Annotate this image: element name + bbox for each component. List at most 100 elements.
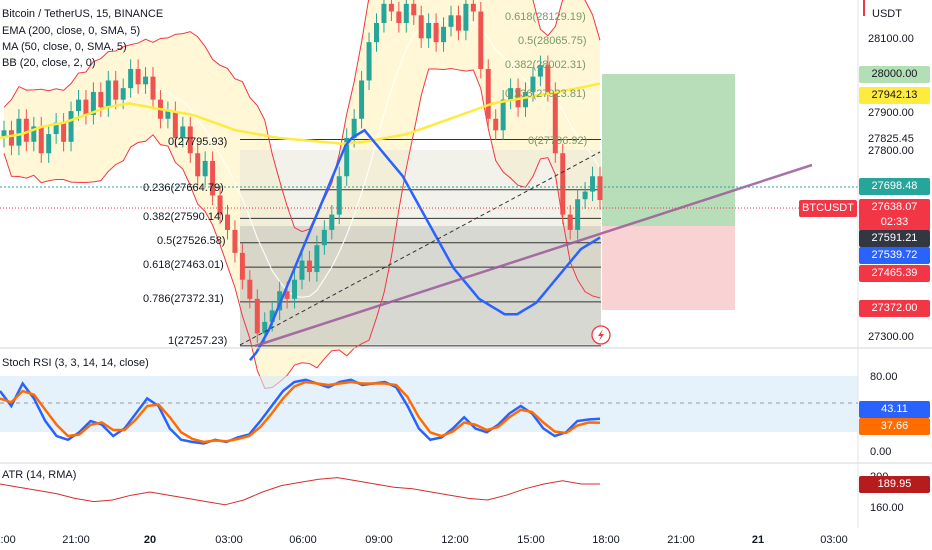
price-tick: 27900.00 (868, 107, 914, 119)
price-tag-bb-lower: 27465.39 (859, 265, 930, 282)
fib-label-right: 0.236(27923.81) (505, 88, 586, 100)
time-tick: 03:00 (820, 534, 848, 546)
fib-label: 0.382(27590.14) (143, 211, 224, 223)
atr-tick: 160.00 (870, 502, 904, 514)
candle-body (68, 111, 74, 142)
candle-body (128, 68, 134, 89)
stoch-title[interactable]: Stoch RSI (3, 3, 14, 14, close) (2, 357, 149, 369)
ma50-line (0, 82, 601, 145)
candle-body (537, 65, 543, 77)
candle-body (411, 3, 417, 16)
fib-label: 0(27795.93) (168, 136, 228, 148)
candle-body (500, 99, 506, 131)
candle-body (210, 160, 216, 196)
symbol-tag: BTCUSDT (799, 200, 857, 217)
candle-body (105, 80, 111, 108)
price-tag-stop: 27372.00 (859, 300, 930, 317)
symbol-title[interactable]: Bitcoin / TetherUS, 15, BINANCE (2, 8, 164, 20)
candle-body (239, 252, 245, 280)
candle-body (418, 15, 424, 39)
time-tick: 15:00 (517, 534, 545, 546)
fib-label-right: 0.618(28129.19) (505, 11, 586, 23)
stoch-k-tag: 43.11 (859, 401, 930, 418)
fib-level-lines (240, 138, 601, 347)
candle-body (225, 214, 230, 230)
long-position-target-zone[interactable] (602, 74, 735, 226)
atr-line (0, 477, 601, 506)
fib-label: 1(27257.23) (168, 335, 228, 347)
price-tag-current: 27638.07 (859, 199, 930, 216)
candle-body (582, 191, 588, 200)
candle-body (478, 11, 484, 69)
candle-body (344, 137, 350, 177)
fib-label: 0.786(27372.31) (143, 293, 224, 305)
atr-title[interactable]: ATR (14, RMA) (2, 469, 77, 481)
fib-label: 0.618(27463.01) (143, 259, 224, 271)
candle-body (321, 229, 327, 246)
price-tag-target: 28000.00 (859, 66, 930, 83)
candle-body (455, 15, 461, 31)
legend-ma[interactable]: MA (50, close, 0, SMA, 5) (2, 41, 127, 53)
fib-retracement-box (240, 150, 601, 344)
candle-body (441, 26, 447, 43)
candle-body (90, 91, 96, 115)
candle-body (61, 122, 67, 142)
ema200-line (249, 128, 601, 361)
stoch-d-line (0, 380, 601, 444)
candle-body (31, 126, 37, 142)
bb-upper-band (3, 0, 601, 233)
candle-body (567, 214, 573, 230)
fib-label-right: 0(27796.92) (528, 135, 588, 147)
candle-body (374, 22, 379, 43)
candle-body (180, 126, 186, 138)
candle-body (448, 15, 454, 27)
legend-bb[interactable]: BB (20, close, 2, 0) (2, 57, 96, 69)
fib-label-right: 0.5(28065.75) (518, 35, 587, 47)
candle-body (329, 214, 335, 230)
legend-ema[interactable]: EMA (200, close, 0, SMA, 5) (2, 25, 141, 37)
trend-line[interactable] (254, 163, 813, 348)
price-tag-entry: 27591.21 (859, 230, 930, 247)
candle-body (463, 3, 469, 31)
candle-body (8, 130, 14, 146)
candle-body (523, 91, 528, 108)
candle-body (120, 88, 126, 100)
candle-body (277, 291, 283, 311)
price-tag-ema200: 27539.72 (859, 247, 930, 264)
candle-body (165, 111, 171, 119)
candle-body (113, 80, 119, 100)
candle-body (284, 291, 290, 299)
candle-body (254, 298, 260, 334)
candle-body (575, 199, 581, 230)
price-tag-countdown: 02:33 (859, 214, 930, 231)
stoch-d-tag: 37.66 (859, 418, 930, 435)
time-tick: 21 (752, 534, 764, 546)
candle-body (336, 176, 342, 215)
candle-body (187, 126, 193, 154)
candle-body (172, 111, 178, 138)
price-tick: 27800.00 (868, 145, 914, 157)
time-tick: 09:00 (365, 534, 393, 546)
candle-body (403, 3, 409, 23)
candle-body (381, 3, 387, 23)
stoch-tick: 0.00 (870, 446, 891, 458)
candle-body (366, 42, 372, 81)
time-tick: 03:00 (215, 534, 243, 546)
price-tick: 27300.00 (868, 331, 914, 343)
candle-body (98, 91, 104, 108)
candle-body (493, 118, 499, 131)
fib-zone-dark (240, 226, 601, 346)
candle-body (232, 229, 238, 253)
long-position-stop-zone[interactable] (602, 226, 735, 310)
candle-body (16, 118, 22, 146)
bb-basis (3, 19, 601, 298)
candle-body (83, 99, 89, 115)
candle-body (351, 118, 357, 138)
candle-body (262, 321, 268, 334)
fib-diagonal (239, 151, 601, 346)
candle-body (150, 76, 156, 100)
candle-body (426, 22, 432, 39)
candle-body (359, 80, 365, 119)
time-axis[interactable]: 18:00 21:00 20 03:00 06:00 09:00 12:00 15:00 18:… (0, 534, 848, 546)
